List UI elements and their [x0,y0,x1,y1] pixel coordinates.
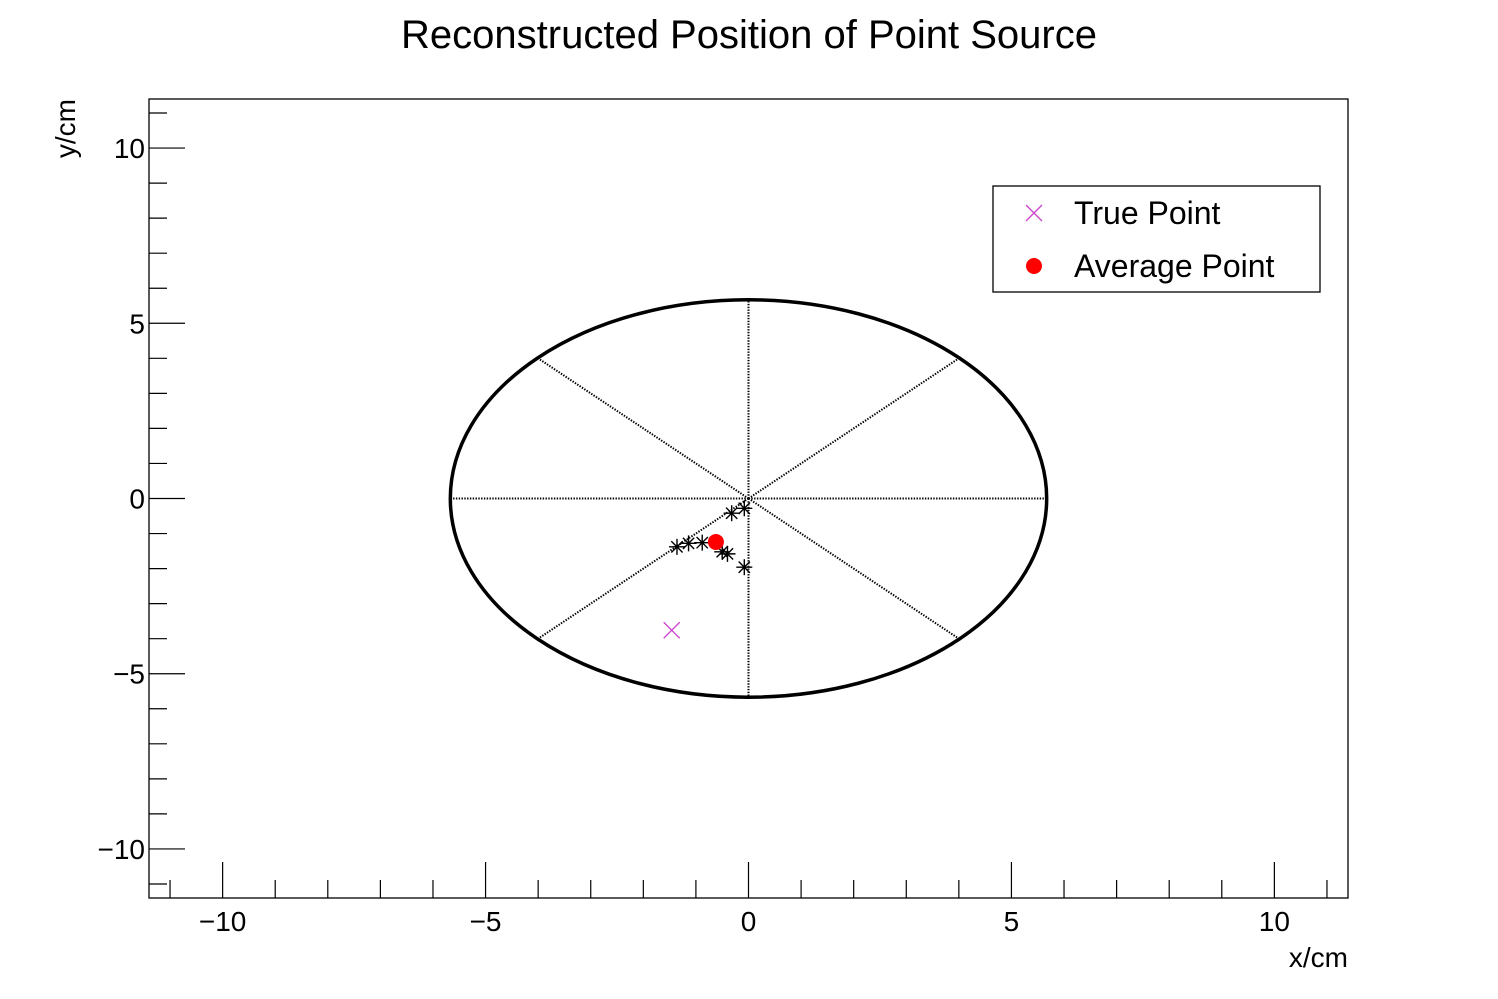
data-points [663,500,753,639]
measured-point-marker [723,505,740,522]
y-tick-label: −10 [98,834,146,865]
x-tick-label: 10 [1259,906,1290,937]
x-tick-label: 0 [741,906,757,937]
detector-spoke [537,497,750,640]
measured-point-marker [736,500,753,517]
measured-point-marker [680,535,697,552]
measured-point-marker [668,538,685,555]
x-axis-label: x/cm [1289,942,1348,973]
detector-spoke [747,497,960,640]
y-tick-label: 0 [129,484,145,515]
detector-spoke [537,357,750,500]
measured-point-marker [736,559,753,576]
detector-outline [448,298,1049,699]
x-tick-label: −10 [199,906,247,937]
legend: True Point Average Point [992,185,1321,293]
legend-marker [1026,258,1042,274]
legend-marker [1025,204,1043,222]
y-tick-label: 10 [114,133,145,164]
chart-title: Reconstructed Position of Point Source [401,13,1097,57]
y-tick-label: 5 [129,308,145,339]
x-tick-label: 5 [1004,906,1020,937]
y-axis-label: y/cm [50,99,81,158]
legend-label: Average Point [1074,248,1275,284]
legend-label: True Point [1074,195,1221,231]
average-point-marker [707,533,724,550]
x-tick-label: −5 [470,906,502,937]
detector-spoke [747,357,960,500]
y-tick-label: −5 [113,659,145,690]
axes: −10 −5 0 5 10 −10 −5 0 5 10 [98,112,1328,937]
legend-box [992,185,1321,293]
measured-point-marker [719,545,736,562]
true-point-marker [663,621,681,639]
measured-point-marker [694,534,711,551]
